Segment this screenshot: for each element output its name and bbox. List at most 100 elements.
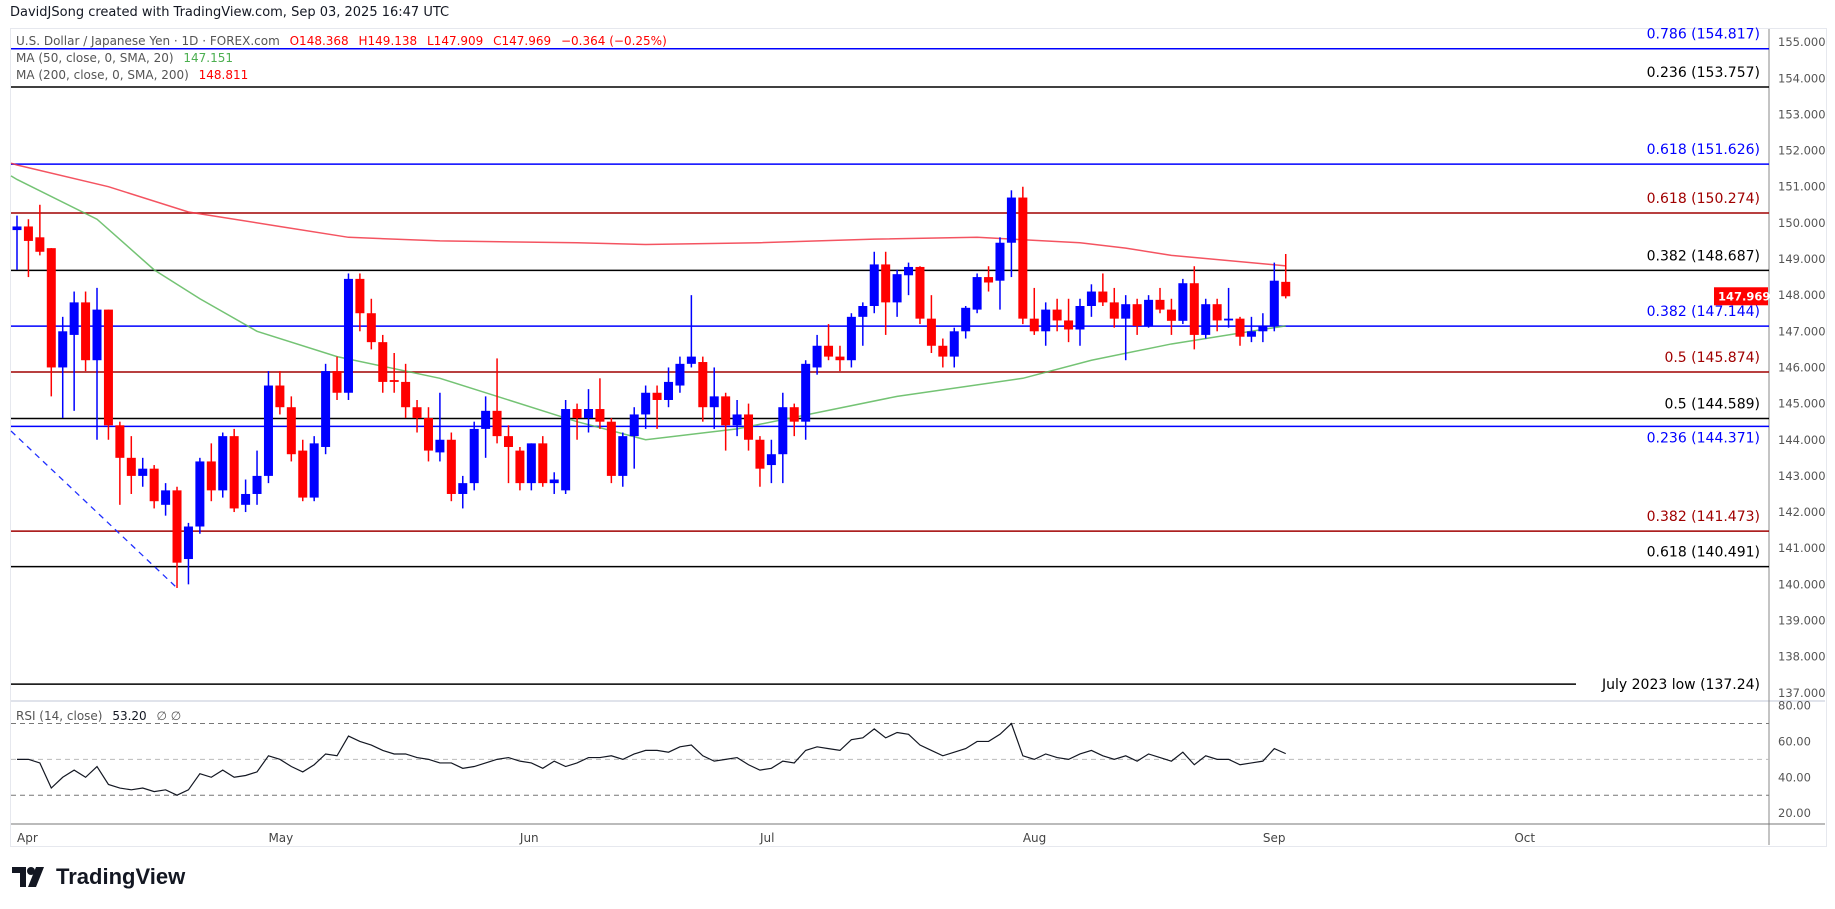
candle <box>686 295 696 368</box>
candle <box>1166 298 1176 335</box>
pane-frames <box>11 29 1825 845</box>
candle-body <box>1281 281 1291 297</box>
candle-body <box>984 277 994 283</box>
candle-body <box>904 266 914 276</box>
fib-level-label: 0.618 (140.491) <box>1647 545 1760 561</box>
candle <box>378 334 388 393</box>
last-price-tag <box>1714 287 1768 306</box>
candle <box>549 472 559 494</box>
candle <box>241 479 251 513</box>
ma200-legend[interactable]: MA (200, close, 0, SMA, 200) 148.811 <box>16 68 254 82</box>
candle-body <box>1018 197 1028 319</box>
price-tick-label: 143.000 <box>1778 469 1826 483</box>
candle-body <box>652 392 662 400</box>
candle-body <box>275 385 285 408</box>
candle <box>641 385 651 429</box>
candle <box>789 403 799 437</box>
candle <box>1006 190 1016 278</box>
fibonacci-levels: 0.786 (154.817) 0.236 (153.757) 0.618 (151… <box>11 27 1769 693</box>
price-tick-label: 138.000 <box>1778 650 1826 664</box>
candle <box>1235 316 1245 346</box>
candle <box>869 251 879 314</box>
candle-body <box>972 277 982 310</box>
candle <box>321 363 331 455</box>
candle-body <box>1075 305 1085 330</box>
candle-body <box>138 468 148 476</box>
candle-body <box>229 436 239 509</box>
candle-body <box>481 410 491 429</box>
candle-body <box>1121 304 1131 319</box>
candle <box>744 403 754 451</box>
ma200-line <box>10 162 1286 267</box>
candle <box>126 436 136 494</box>
candle-body <box>584 409 593 419</box>
candle <box>103 309 113 440</box>
tradingview-logo[interactable]: TradingView <box>12 864 185 890</box>
month-label: Aug <box>1023 831 1046 845</box>
candle <box>949 327 959 368</box>
candle-body <box>1144 299 1154 326</box>
candle <box>595 378 605 429</box>
candle-body <box>858 305 868 317</box>
moving-averages <box>10 162 1286 441</box>
candle <box>755 436 765 487</box>
candle-body <box>355 278 365 314</box>
candle <box>515 446 525 491</box>
rsi-legend[interactable]: RSI (14, close) 53.20 ∅ ∅ <box>16 709 187 723</box>
fib-level-label: 0.382 (147.144) <box>1647 304 1760 320</box>
candle-body <box>412 407 422 419</box>
candle-body <box>286 407 296 455</box>
price-tick-label: 139.000 <box>1778 614 1826 628</box>
candle-body <box>835 356 845 361</box>
rsi-tick-label: 80.00 <box>1778 699 1811 713</box>
candle-body <box>755 439 765 469</box>
candle <box>412 399 422 433</box>
candle <box>183 522 193 585</box>
rsi-line <box>17 722 1286 796</box>
candle-body <box>1166 309 1176 321</box>
candle <box>138 457 148 487</box>
candle <box>481 396 491 458</box>
candle-body <box>378 342 388 382</box>
candle <box>458 475 468 509</box>
candle <box>423 407 433 462</box>
candle <box>618 432 628 487</box>
ma50-legend[interactable]: MA (50, close, 0, SMA, 20) 147.151 <box>16 51 239 65</box>
candle-body <box>606 421 616 476</box>
price-tick-label: 141.000 <box>1778 541 1826 555</box>
candle-body <box>503 436 513 447</box>
ohlc-low: L147.909 <box>427 34 484 48</box>
candle <box>1098 273 1108 306</box>
candle-body <box>915 266 925 319</box>
candle-body <box>103 309 113 426</box>
candle <box>1075 298 1085 346</box>
price-tick-label: 146.000 <box>1778 360 1826 374</box>
trendline <box>10 430 178 589</box>
candle <box>629 407 639 469</box>
price-tick-label: 144.000 <box>1778 433 1826 447</box>
candle-body <box>961 307 971 332</box>
candle <box>1246 316 1256 343</box>
candle <box>81 291 91 372</box>
price-tick-label: 150.000 <box>1778 216 1826 230</box>
candle <box>263 371 273 484</box>
candle <box>1281 254 1291 299</box>
candle-body <box>778 407 788 455</box>
ma200-value: 148.811 <box>198 68 249 82</box>
candle <box>995 237 1005 310</box>
rsi-tick-label: 20.00 <box>1778 806 1811 820</box>
candle <box>195 457 205 534</box>
candle <box>1052 298 1062 332</box>
candle <box>92 287 102 440</box>
candle <box>298 439 308 502</box>
candle <box>1189 266 1199 350</box>
ohlc-close: C147.969 <box>493 34 552 48</box>
candle-body <box>81 302 91 361</box>
candle-body <box>709 396 719 408</box>
price-tick-label: 147.000 <box>1778 324 1826 338</box>
price-tick-label: 140.000 <box>1778 577 1826 591</box>
ma50-line <box>10 175 1286 441</box>
candle <box>1029 287 1039 335</box>
candle-body <box>572 409 582 419</box>
